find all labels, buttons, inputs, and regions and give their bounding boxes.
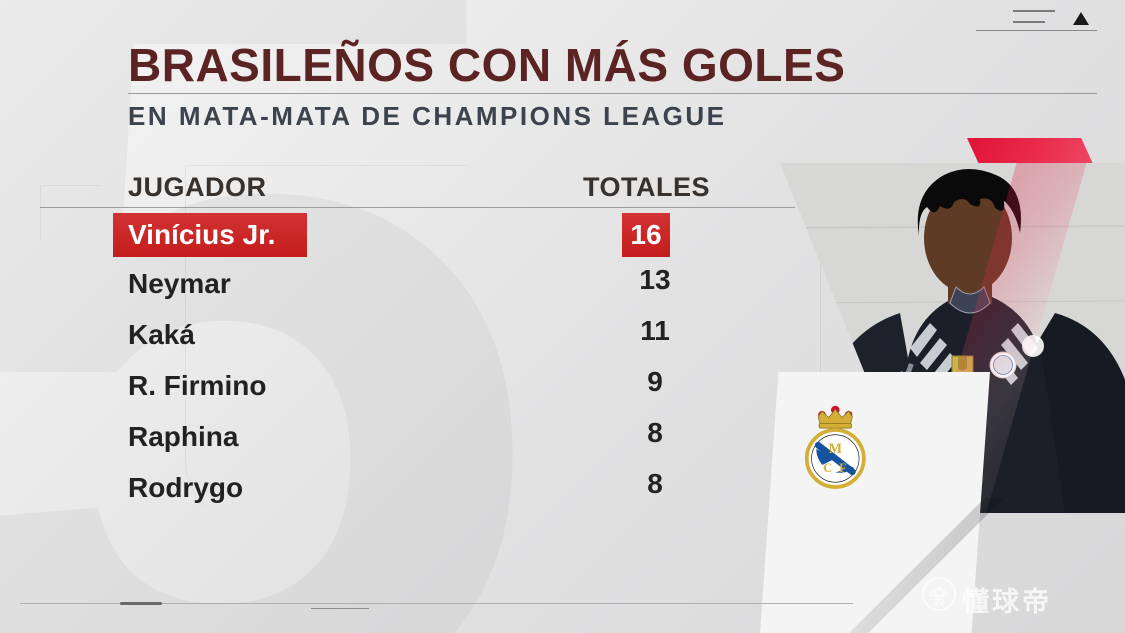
svg-text:F: F [839,461,847,475]
svg-text:M: M [829,441,843,457]
svg-text:C: C [823,461,832,475]
